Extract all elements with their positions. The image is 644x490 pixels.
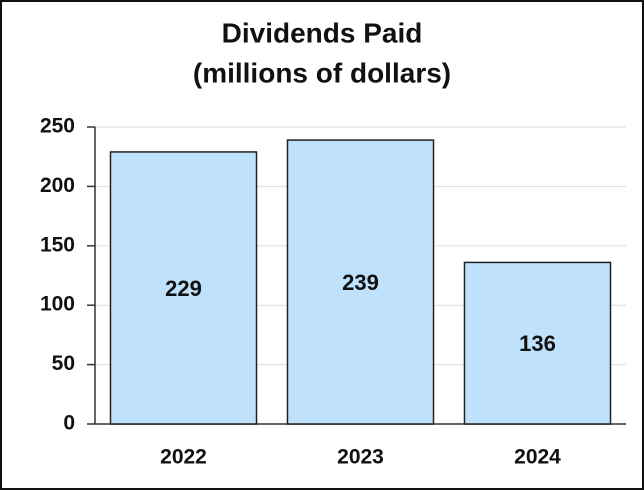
y-tick-label: 150 — [40, 233, 75, 256]
y-tick-label: 50 — [52, 352, 75, 375]
chart-subtitle: (millions of dollars) — [193, 57, 451, 88]
y-tick-label: 0 — [63, 412, 75, 435]
chart-title: Dividends Paid — [222, 17, 423, 48]
bar — [286, 139, 435, 425]
x-tick-label: 2024 — [514, 446, 561, 469]
bar — [463, 261, 612, 425]
y-tick-label: 250 — [40, 115, 75, 138]
y-tick-label: 200 — [40, 174, 75, 197]
y-tick-label: 100 — [40, 293, 75, 316]
data-label: 136 — [519, 331, 556, 356]
data-label: 239 — [342, 270, 379, 295]
x-tick-label: 2023 — [337, 446, 384, 469]
bar — [109, 151, 258, 425]
data-label: 229 — [165, 276, 202, 301]
x-tick-label: 2022 — [160, 446, 207, 469]
